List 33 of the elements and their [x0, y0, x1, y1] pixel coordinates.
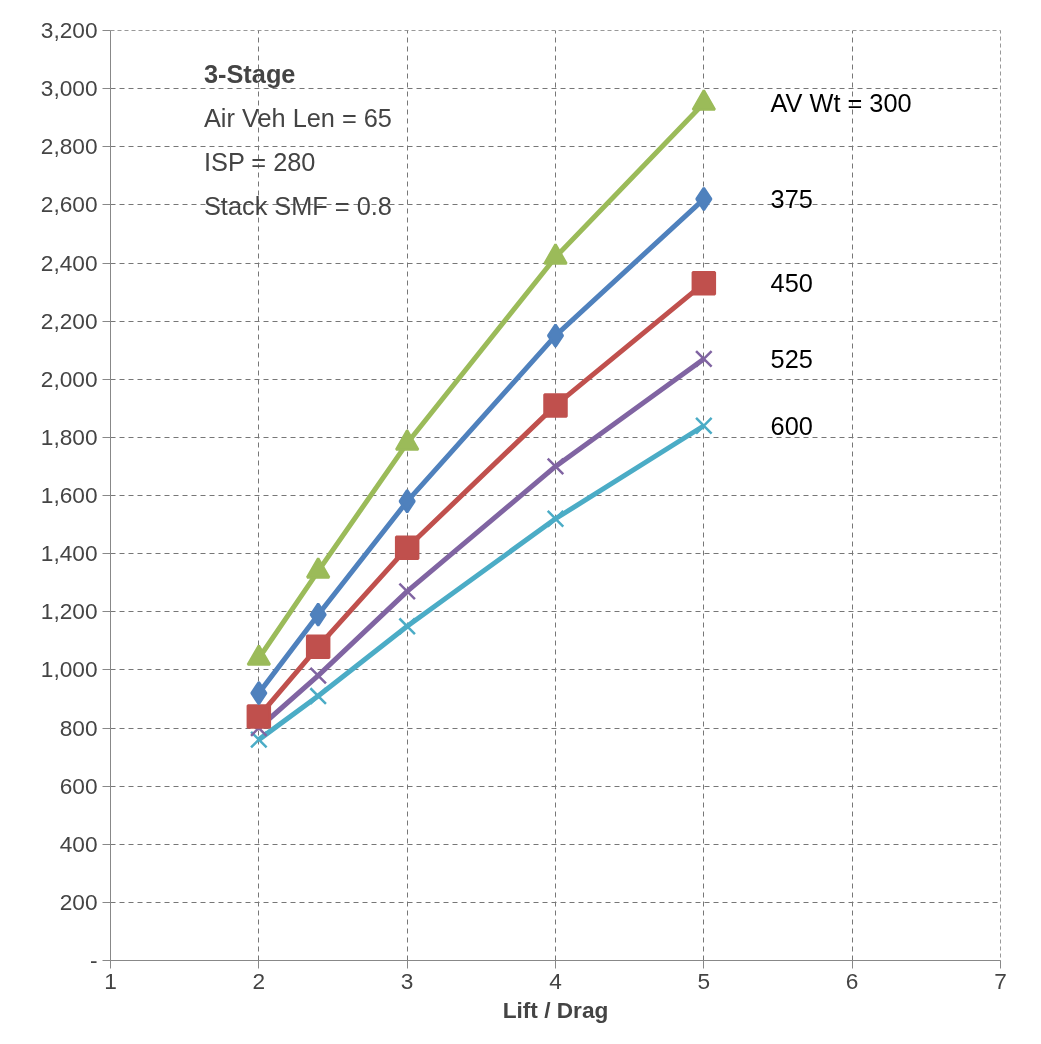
y-tick-label: 600: [59, 772, 98, 799]
y-tick-label: 3,000: [40, 75, 98, 102]
x-tick-label: 1: [104, 967, 117, 994]
x-axis-title: Lift / Drag: [502, 996, 609, 1023]
y-tick-label: 1,000: [40, 656, 98, 683]
y-tick-label: 3,200: [40, 17, 98, 43]
y-tick-label: -: [89, 947, 98, 973]
x-tick-label: 6: [845, 967, 859, 994]
y-tick-label: 2,600: [40, 191, 98, 218]
y-tick-label: 2,800: [40, 133, 98, 160]
y-tick-label: 400: [59, 830, 98, 857]
annotation: ISP = 280: [203, 147, 316, 176]
text: 375: [770, 185, 813, 214]
y-tick-label: 2,200: [40, 307, 98, 334]
x-tick-label: 2: [252, 967, 266, 994]
y-tick-label: 1,800: [40, 423, 98, 450]
y-tick-label: 2,000: [40, 365, 98, 392]
text: AV Wt = 300: [770, 89, 912, 118]
x-tick-label: 5: [697, 967, 711, 994]
x-tick-label: 4: [549, 967, 562, 994]
x-tick-label: 7: [994, 967, 1007, 994]
y-tick-label: 2,400: [40, 249, 98, 276]
annotation: Air Veh Len = 65: [203, 104, 392, 133]
y-tick-label: 1,200: [40, 598, 98, 625]
text: 600: [770, 411, 813, 440]
text: 450: [770, 269, 813, 298]
y-tick-label: 1,600: [40, 482, 98, 508]
annotation: 3-Stage: [203, 60, 296, 89]
y-tick-label: 800: [59, 714, 98, 741]
y-tick-label: 1,400: [40, 540, 98, 567]
y-tick-label: 200: [59, 888, 98, 915]
text: 525: [770, 344, 813, 373]
x-tick-label: 3: [400, 967, 414, 994]
